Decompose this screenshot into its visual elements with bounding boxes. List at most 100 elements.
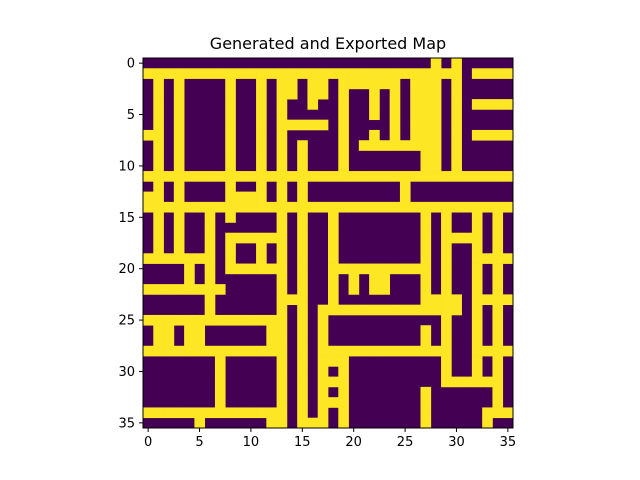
x-tick-label: 5 — [195, 435, 203, 450]
heatmap-cell — [461, 171, 473, 182]
heatmap-cell — [153, 88, 164, 100]
heatmap-cell — [502, 68, 514, 79]
heatmap-cell — [338, 140, 349, 151]
heatmap-cell — [276, 140, 288, 151]
heatmap-cell — [214, 345, 226, 357]
heatmap-cell — [256, 181, 267, 192]
heatmap-cell — [420, 407, 432, 419]
heatmap-cell — [420, 99, 432, 110]
heatmap-cell — [276, 201, 288, 213]
heatmap-cell — [173, 232, 185, 244]
heatmap-cell — [369, 201, 380, 213]
heatmap-cell — [399, 191, 411, 203]
heatmap-cell — [399, 263, 411, 275]
heatmap-cell — [276, 356, 288, 367]
heatmap-cell — [256, 99, 267, 110]
heatmap-cell — [276, 99, 288, 110]
heatmap-cell — [348, 273, 360, 285]
heatmap-cell — [173, 78, 185, 90]
heatmap-cell — [256, 129, 267, 141]
heatmap-cell — [184, 325, 195, 336]
heatmap-cell — [204, 171, 216, 182]
heatmap-cell — [369, 171, 380, 182]
heatmap-cell — [235, 68, 247, 79]
heatmap-cell — [163, 68, 175, 79]
heatmap-cell — [399, 68, 411, 79]
heatmap-cell — [420, 119, 432, 131]
heatmap-cell — [328, 253, 339, 264]
heatmap-cell — [173, 191, 185, 203]
heatmap-cell — [441, 201, 452, 213]
heatmap-cell — [441, 243, 452, 254]
heatmap-cell — [420, 212, 432, 223]
heatmap-cell — [317, 356, 329, 367]
heatmap-cell — [492, 325, 504, 336]
heatmap-cell — [317, 68, 329, 79]
heatmap-cell — [399, 171, 411, 182]
heatmap-cell — [317, 417, 329, 429]
heatmap-cell — [276, 232, 288, 244]
heatmap-cell — [482, 99, 493, 110]
heatmap-cell — [471, 99, 483, 110]
heatmap-cell — [492, 201, 504, 213]
heatmap-cell — [266, 314, 277, 326]
heatmap-cell — [451, 294, 462, 306]
heatmap-cell — [379, 284, 391, 295]
heatmap-cell — [225, 171, 236, 182]
heatmap-cell — [245, 201, 257, 213]
heatmap-cell — [502, 294, 514, 306]
heatmap-cell — [204, 212, 216, 223]
heatmap-cell — [317, 78, 329, 90]
heatmap-cell — [276, 417, 288, 429]
heatmap-cell — [492, 376, 504, 388]
heatmap-cell — [256, 119, 267, 131]
heatmap-cell — [153, 284, 164, 295]
heatmap-cell — [420, 222, 432, 234]
heatmap-cell — [420, 201, 432, 213]
heatmap-cell — [225, 109, 236, 121]
heatmap-cell — [194, 284, 206, 295]
heatmap-cell — [184, 407, 195, 419]
heatmap-cell — [276, 109, 288, 121]
heatmap-cell — [461, 376, 473, 388]
heatmap-cell — [143, 191, 154, 203]
heatmap-cell — [153, 119, 164, 131]
heatmap-cell — [204, 263, 216, 275]
heatmap-cell — [420, 294, 432, 306]
heatmap-cell — [389, 171, 401, 182]
heatmap-cell — [214, 201, 226, 213]
heatmap-cell — [338, 366, 349, 377]
heatmap-cell — [297, 68, 308, 79]
heatmap-cell — [338, 78, 349, 90]
heatmap-cell — [430, 150, 442, 162]
heatmap-cell — [348, 284, 360, 295]
heatmap-cell — [214, 407, 226, 419]
heatmap-cell — [297, 191, 308, 203]
heatmap-cell — [173, 150, 185, 162]
heatmap-cell — [379, 304, 391, 316]
heatmap-cell — [276, 407, 288, 419]
heatmap-cell — [276, 345, 288, 357]
heatmap-cell — [379, 345, 391, 357]
heatmap-cell — [194, 201, 206, 213]
heatmap-cell — [184, 263, 195, 275]
heatmap-cell — [328, 68, 339, 79]
heatmap-cell — [369, 88, 380, 100]
heatmap-cell — [225, 201, 236, 213]
heatmap-cell — [471, 366, 483, 377]
y-tick-label: 0 — [127, 57, 135, 72]
heatmap-cell — [379, 273, 391, 285]
heatmap-cell — [369, 109, 380, 121]
heatmap-cell — [471, 171, 483, 182]
heatmap-cell — [245, 263, 257, 275]
heatmap-cell — [317, 386, 329, 398]
heatmap-cell — [297, 386, 308, 398]
heatmap-cell — [204, 273, 216, 285]
heatmap-cell — [173, 284, 185, 295]
heatmap-cell — [297, 284, 308, 295]
heatmap-cell — [492, 284, 504, 295]
heatmap-cell — [338, 304, 349, 316]
x-tick-label: 15 — [294, 435, 311, 450]
heatmap-cell — [297, 171, 308, 182]
heatmap-cell — [410, 99, 421, 110]
